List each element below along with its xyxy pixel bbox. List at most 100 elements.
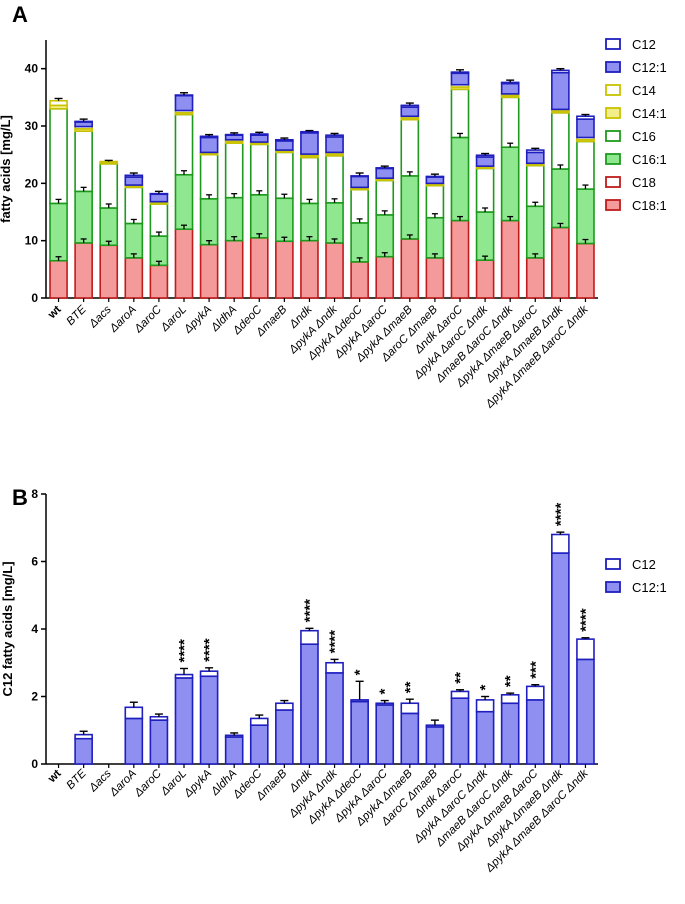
panel-a-bar-daroc-dmaeb-c16 [425, 184, 445, 219]
panel-a-bar-dpyka-c16 [199, 153, 219, 200]
panel-a-bar-dpyka-dmaeb-daroc-dndk-c12-1 [576, 118, 595, 139]
panel-a-bar-dpyka-daroc-dndk-c16 [475, 167, 495, 213]
panel-b-bar-ddeoc-c12-1 [249, 724, 269, 765]
panel-a-legend-swatch-c16 [605, 130, 621, 142]
panel-b-category-label-dpyka: ΔpykA [181, 767, 214, 800]
panel-a-bar-dndk-c12-1 [300, 132, 319, 155]
panel-b-bar-dpyka-c12 [199, 670, 219, 678]
panel-b-significance-dpyka-dndk: **** [327, 630, 344, 654]
panel-a-bar-dacs-c16-1 [99, 207, 119, 247]
panel-a-bar-dndk-daroc-c18-1 [450, 219, 470, 299]
panel-a-bar-ddeoc-c16 [249, 143, 269, 196]
panel-a-bar-dpyka-c12 [199, 135, 219, 139]
panel-b-y-tick-label: 2 [31, 690, 38, 704]
panel-a-bar-dndk-daroc-c16 [450, 88, 470, 139]
panel-a-bar-dpyka-dmaeb-dndk-c18-1 [551, 226, 570, 299]
panel-a-legend-label-c18-1: C18:1 [632, 198, 667, 213]
panel-a-bar-dpyka-ddeoc-c16-1 [350, 222, 369, 263]
panel-a-bar-dmaeb-c16 [275, 151, 294, 200]
panel-b-bar-dpyka-dndk-c12 [325, 661, 344, 674]
panel-b-significance-dpyka-dmaeb-daroc-dndk: **** [577, 608, 594, 632]
panel-a-bar-dpyka-dmaeb-daroc-c18-1 [525, 257, 545, 299]
panel-b-bar-dpyka-dmaeb-dndk-c12-1 [551, 552, 570, 765]
panel-a-bar-dpyka-dmaeb-dndk-c16 [551, 112, 570, 170]
panel-a-bar-daroc-c18-1 [149, 264, 169, 299]
panel-b-category-label-daroa: ΔaroA [107, 767, 139, 799]
panel-a-legend-swatch-c14 [605, 84, 621, 96]
panel-b-category-label-bte: BTE [64, 767, 89, 792]
panel-a-bar-dpyka-dmaeb-daroc-c16-1 [525, 205, 545, 259]
panel-a-bar-dpyka-daroc-c12-1 [375, 167, 395, 179]
panel-a-bar-dpyka-ddeoc-c12-1 [350, 175, 369, 189]
panel-a-bar-dmaeb-daroc-dndk-c12-1 [500, 82, 520, 95]
panel-a-bar-dndk-c18-1 [300, 239, 319, 299]
panel-a-bar-daroa-c16 [124, 186, 144, 225]
panel-b-bar-dldha-c12 [224, 734, 244, 738]
panel-a-bar-dndk-daroc-c16-1 [450, 136, 470, 222]
panel-b-category-label-daroc: ΔaroC [132, 767, 165, 800]
panel-b-bar-dpyka-dmaeb-c12-1 [400, 712, 420, 765]
panel-b-bar-dpyka-daroc-c12 [375, 702, 395, 706]
panel-b-y-tick-label: 8 [31, 487, 38, 501]
panel-a-legend-label-c14: C14 [632, 83, 656, 98]
panel-b-significance-dpyka-daroc: * [377, 689, 394, 695]
panel-a-legend-swatch-c18 [605, 176, 621, 188]
panel-a-bar-bte-c18-1 [74, 242, 93, 299]
panel-a-bar-dpyka-daroc-dndk-c16-1 [475, 211, 495, 261]
panel-b-bar-darol-c12-1 [174, 677, 194, 765]
panel-a-legend-label-c16-1: C16:1 [632, 152, 667, 167]
panel-b-bar-ddeoc-c12 [249, 717, 269, 726]
panel-a-bar-dldha-c16 [224, 142, 244, 199]
panel-a-bar-wt-c18-1 [49, 259, 68, 299]
panel-b-legend-swatch-c12 [605, 558, 621, 570]
panel-a-bar-daroc-c12-1 [149, 193, 169, 203]
panel-a-bar-daroa-c16-1 [124, 222, 144, 259]
panel-a-legend-label-c18: C18 [632, 175, 656, 190]
panel-b-category-label-wt: wt [45, 768, 63, 786]
panel-a-bar-daroc-c12 [149, 192, 169, 196]
panel-a-category-label-wt: wt [45, 304, 63, 322]
panel-a-bar-dpyka-dmaeb-c16 [400, 118, 420, 177]
panel-a-legend-swatch-c12-1 [605, 61, 621, 73]
panel-b-bar-daroc-c12-1 [149, 719, 169, 765]
panel-a-bar-dmaeb-daroc-dndk-c18-1 [500, 219, 520, 299]
panel-a-bar-dpyka-dmaeb-c12-1 [400, 106, 420, 118]
panel-b-significance-darol: **** [176, 639, 193, 663]
panel-a-bar-dpyka-dmaeb-daroc-c12-1 [525, 151, 545, 165]
panel-b-significance-dpyka-daroc-dndk: * [477, 685, 494, 691]
panel-a-bar-dacs-c18-1 [99, 244, 119, 299]
panel-a-bar-dpyka-daroc-dndk-c12 [475, 154, 495, 158]
panel-a-category-label-daroc: ΔaroC [132, 303, 165, 336]
panel-b-y-tick-label: 4 [31, 622, 38, 636]
panel-a-legend-label-c14-1: C14:1 [632, 106, 667, 121]
panel-a-bar-darol-c12-1 [174, 94, 194, 112]
panel-a-bar-dmaeb-daroc-dndk-c12 [500, 81, 520, 85]
panel-b-legend-label-c12-1: C12:1 [632, 580, 667, 595]
panel-b-bar-daroa-c12-1 [124, 717, 144, 765]
panel-b-bar-dpyka-daroc-c12-1 [375, 704, 395, 765]
panel-a-legend-label-c12-1: C12:1 [632, 60, 667, 75]
panel-a-bar-dpyka-dndk-c18-1 [325, 242, 344, 299]
panel-b-bar-dpyka-dmaeb-daroc-dndk-c12 [576, 638, 595, 661]
panel-b-bar-daroa-c12 [124, 706, 144, 720]
panel-a-bar-dpyka-daroc-dndk-c12-1 [475, 156, 495, 167]
panel-b-bar-dpyka-dndk-c12-1 [325, 672, 344, 765]
panel-b-significance-dpyka-dmaeb-dndk: **** [552, 503, 569, 527]
panel-b-significance-dpyka-dmaeb: ** [402, 681, 419, 693]
panel-a-bar-dmaeb-c18-1 [275, 240, 294, 299]
panel-a-bar-wt-c14 [49, 99, 68, 107]
panel-a-bar-dpyka-daroc-c12 [375, 167, 395, 170]
panel-b-legend-label-c12: C12 [632, 557, 656, 572]
panel-a-bar-dldha-c12 [224, 133, 244, 136]
panel-a-category-label-dpyka: ΔpykA [181, 303, 214, 336]
panel-a-y-tick-label: 40 [25, 62, 39, 76]
panel-a-bar-ddeoc-c18-1 [249, 237, 269, 299]
panel-a-bar-wt-c16-1 [49, 202, 68, 262]
panel-b-bar-dpyka-dmaeb-c12 [400, 702, 420, 715]
panel-a-legend-swatch-c16-1 [605, 153, 621, 165]
panel-a-bar-dpyka-c12-1 [199, 136, 219, 154]
panel-b-y-tick-label: 6 [31, 555, 38, 569]
panel-a-bar-daroa-c12-1 [124, 176, 144, 186]
panel-b-y-tick-label: 0 [31, 757, 38, 771]
